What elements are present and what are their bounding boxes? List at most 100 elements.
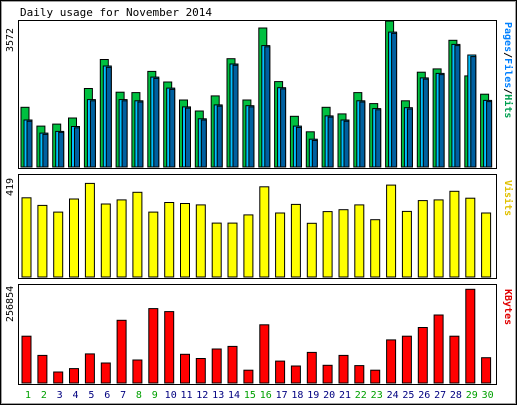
pages-bar — [169, 88, 176, 168]
visits-bar — [370, 219, 381, 278]
pages-bar — [470, 56, 477, 168]
visits-bar — [417, 200, 428, 278]
visits-bar — [433, 199, 444, 278]
kbytes-bar — [69, 368, 79, 384]
visits-bar — [465, 197, 476, 278]
kbytes-bar — [386, 339, 397, 384]
visits-ymax-label: 419 — [5, 178, 16, 196]
pages-bar — [343, 120, 350, 168]
kbytes-bar — [338, 354, 349, 384]
kbytes-bar — [116, 319, 127, 384]
pages-bar — [232, 64, 239, 168]
pages-bar — [454, 45, 461, 168]
x-tick-label: 9 — [152, 390, 158, 401]
kbytes-bar — [354, 365, 365, 384]
visits-bar — [275, 212, 286, 278]
x-tick-label: 21 — [339, 390, 351, 401]
pages-bar — [486, 101, 493, 168]
visits-panel-frame — [18, 174, 497, 279]
x-tick-label: 24 — [387, 390, 399, 401]
kbytes-bar — [290, 365, 301, 384]
x-tick-label: 18 — [291, 390, 303, 401]
pages-bar — [359, 101, 366, 168]
x-tick-label: 17 — [276, 390, 288, 401]
kbytes-bar — [275, 360, 286, 384]
visits-bar — [116, 199, 127, 278]
visits-bar — [148, 211, 159, 278]
x-tick-label: 12 — [196, 390, 208, 401]
x-tick-label: 19 — [307, 390, 319, 401]
pages-bar — [391, 32, 398, 168]
visits-bar — [290, 203, 301, 278]
x-tick-label: 22 — [355, 390, 367, 401]
kbytes-bar — [417, 327, 428, 384]
pages-bar — [280, 88, 287, 168]
pages-bar — [422, 78, 429, 168]
x-tick-label: 14 — [228, 390, 240, 401]
kbytes-bar — [180, 353, 190, 384]
kbytes-bar — [148, 308, 159, 384]
pages-bar — [295, 126, 302, 168]
visits-bar — [53, 211, 64, 278]
kbytes-panel-ylabel: KBytes — [502, 289, 513, 325]
x-tick-labels: 1 2 3 4 5 6 7 8 9 10 11 12 13 14 15 16 17 18 19 20 21 22 23 24 2… — [25, 390, 494, 401]
pages-bar — [185, 107, 191, 168]
slash-label: / — [502, 52, 513, 58]
kbytes-bar — [243, 369, 254, 384]
visits-bar — [132, 191, 143, 278]
kbytes-bar — [322, 364, 333, 384]
kbytes-bar — [481, 357, 492, 384]
pages-bar — [74, 127, 80, 168]
pages-bar — [89, 100, 96, 168]
slash-label: / — [502, 88, 513, 94]
pages-bar — [105, 66, 112, 168]
x-tick-label: 8 — [136, 390, 142, 401]
visits-bar — [322, 211, 333, 278]
pages-bar — [264, 46, 271, 168]
kbytes-bar — [433, 314, 444, 384]
kbytes-bar — [37, 354, 48, 384]
visits-bar — [180, 203, 190, 278]
x-tick-label: 6 — [104, 390, 110, 401]
pages-bar — [137, 101, 144, 168]
x-tick-label: 10 — [165, 390, 177, 401]
visits-bar — [195, 204, 206, 278]
visits-bar — [164, 202, 175, 278]
pages-bar — [248, 106, 255, 168]
visits-panel-ylabel: Visits — [502, 180, 514, 216]
visits-bar — [227, 222, 238, 278]
pages-bar — [438, 74, 445, 168]
visits-bar — [386, 184, 397, 278]
visits-bar — [338, 209, 349, 278]
kbytes-bar — [53, 371, 64, 384]
pages-bar — [200, 119, 207, 168]
files-label: Files — [502, 58, 514, 88]
kbytes-bar — [164, 311, 175, 384]
visits-bar — [69, 198, 79, 278]
x-tick-label: 27 — [434, 390, 446, 401]
pages-bar — [58, 131, 65, 168]
visits-bar — [37, 204, 48, 278]
x-tick-label: 26 — [418, 390, 430, 401]
x-tick-label: 25 — [402, 390, 414, 401]
x-tick-label: 3 — [57, 390, 63, 401]
visits-bar — [100, 203, 111, 278]
kbytes-bar — [100, 362, 111, 384]
pages-bar — [311, 139, 318, 168]
x-tick-label: 1 — [25, 390, 31, 401]
visits-bar — [84, 182, 95, 278]
kbytes-ymax-label: 256854 — [5, 286, 16, 322]
visits-bar — [306, 222, 317, 278]
hits-label: Hits — [502, 94, 514, 118]
kbytes-bar — [227, 345, 238, 384]
x-tick-label: 11 — [180, 390, 192, 401]
kbytes-bar — [21, 335, 32, 384]
kbytes-bar — [132, 359, 143, 384]
x-tick-label: 7 — [120, 390, 126, 401]
hits-ymax-label: 3572 — [5, 28, 16, 52]
pages-bar — [121, 100, 128, 168]
kbytes-bar — [449, 335, 460, 384]
kbytes-bar — [465, 288, 476, 384]
